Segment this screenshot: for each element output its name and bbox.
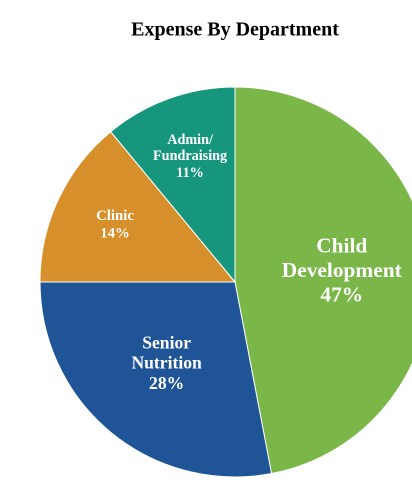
pie-slice bbox=[39, 131, 237, 283]
slice-label-line: Development bbox=[282, 258, 403, 282]
pie-slice bbox=[109, 86, 236, 284]
slice-label-line: Child bbox=[316, 233, 367, 257]
slice-value-label: 14% bbox=[100, 225, 130, 241]
slice-value-label: 11% bbox=[176, 165, 204, 181]
chart-title: Expense By Department bbox=[131, 19, 339, 41]
slice-label: Child Development bbox=[282, 233, 403, 282]
slice-label-line: Clinic bbox=[96, 208, 134, 224]
pie-slice bbox=[234, 86, 412, 475]
slice-label-line: Admin/ bbox=[167, 132, 214, 148]
slice-label: Senior Nutrition bbox=[131, 332, 202, 372]
slice-label: Admin/Fundraising bbox=[153, 132, 227, 164]
pie-slice bbox=[39, 281, 273, 478]
slice-label-line: Fundraising bbox=[153, 149, 227, 165]
slice-label-line: Senior bbox=[142, 332, 191, 352]
slice-label: Clinic bbox=[96, 208, 134, 224]
slice-label-line: Nutrition bbox=[131, 353, 202, 373]
slice-value-label: 28% bbox=[149, 373, 184, 393]
slice-value-label: 47% bbox=[320, 282, 363, 306]
